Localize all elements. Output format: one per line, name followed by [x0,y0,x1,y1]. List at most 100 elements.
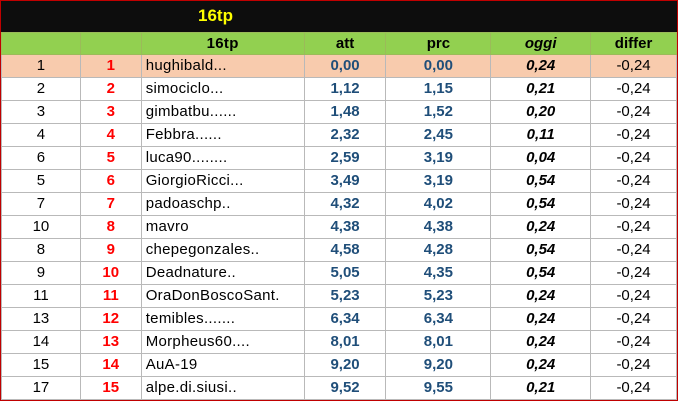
differ-cell[interactable]: -0,24 [590,192,677,216]
att-cell[interactable]: 5,05 [303,261,387,285]
column-header[interactable]: att [303,32,387,55]
prc-cell[interactable]: 0,00 [385,54,492,78]
player-name-cell[interactable]: simociclo... [140,77,305,101]
prev-rank-cell[interactable]: 2 [1,77,81,101]
differ-cell[interactable]: -0,24 [590,238,677,262]
oggi-cell[interactable]: 0,24 [490,330,592,354]
prc-cell[interactable]: 5,23 [385,284,492,308]
differ-cell[interactable]: -0,24 [590,284,677,308]
player-name-cell[interactable]: AuA-19 [140,353,305,377]
player-name-cell[interactable]: chepegonzales.. [140,238,305,262]
differ-cell[interactable]: -0,24 [590,169,677,193]
player-name-cell[interactable]: GiorgioRicci... [140,169,305,193]
prev-rank-cell[interactable]: 15 [1,353,81,377]
prc-cell[interactable]: 3,19 [385,146,492,170]
differ-cell[interactable]: -0,24 [590,330,677,354]
differ-cell[interactable]: -0,24 [590,307,677,331]
oggi-cell[interactable]: 0,11 [490,123,592,147]
att-cell[interactable]: 1,48 [303,100,387,124]
oggi-cell[interactable]: 0,20 [490,100,592,124]
column-header[interactable]: oggi [490,32,592,55]
oggi-cell[interactable]: 0,24 [490,353,592,377]
rank-cell[interactable]: 8 [79,215,142,239]
prev-rank-cell[interactable]: 3 [1,100,81,124]
prev-rank-cell[interactable]: 9 [1,261,81,285]
prev-rank-cell[interactable]: 10 [1,215,81,239]
prc-cell[interactable]: 1,15 [385,77,492,101]
oggi-cell[interactable]: 0,24 [490,215,592,239]
prev-rank-cell[interactable]: 4 [1,123,81,147]
player-name-cell[interactable]: temibles....... [140,307,305,331]
att-cell[interactable]: 3,49 [303,169,387,193]
player-name-cell[interactable]: alpe.di.siusi.. [140,376,305,400]
player-name-cell[interactable]: Febbra...... [140,123,305,147]
rank-cell[interactable]: 10 [79,261,142,285]
column-header[interactable]: 16tp [140,32,305,55]
rank-cell[interactable]: 7 [79,192,142,216]
differ-cell[interactable]: -0,24 [590,77,677,101]
att-cell[interactable]: 9,52 [303,376,387,400]
prev-rank-cell[interactable]: 1 [1,54,81,78]
prc-cell[interactable]: 9,20 [385,353,492,377]
differ-cell[interactable]: -0,24 [590,215,677,239]
prev-rank-cell[interactable]: 14 [1,330,81,354]
att-cell[interactable]: 6,34 [303,307,387,331]
rank-cell[interactable]: 14 [79,353,142,377]
column-header[interactable]: differ [590,32,677,55]
oggi-cell[interactable]: 0,54 [490,238,592,262]
player-name-cell[interactable]: hughibald... [140,54,305,78]
rank-cell[interactable]: 3 [79,100,142,124]
att-cell[interactable]: 0,00 [303,54,387,78]
rank-cell[interactable]: 13 [79,330,142,354]
prev-rank-cell[interactable]: 6 [1,146,81,170]
differ-cell[interactable]: -0,24 [590,376,677,400]
att-cell[interactable]: 1,12 [303,77,387,101]
prc-cell[interactable]: 3,19 [385,169,492,193]
player-name-cell[interactable]: padoaschp.. [140,192,305,216]
player-name-cell[interactable]: OraDonBoscoSant. [140,284,305,308]
column-header[interactable] [79,32,142,55]
player-name-cell[interactable]: gimbatbu...... [140,100,305,124]
player-name-cell[interactable]: mavro [140,215,305,239]
rank-cell[interactable]: 6 [79,169,142,193]
prc-cell[interactable]: 1,52 [385,100,492,124]
rank-cell[interactable]: 2 [79,77,142,101]
rank-cell[interactable]: 15 [79,376,142,400]
prc-cell[interactable]: 2,45 [385,123,492,147]
player-name-cell[interactable]: luca90........ [140,146,305,170]
att-cell[interactable]: 9,20 [303,353,387,377]
prc-cell[interactable]: 4,38 [385,215,492,239]
differ-cell[interactable]: -0,24 [590,261,677,285]
rank-cell[interactable]: 5 [79,146,142,170]
oggi-cell[interactable]: 0,54 [490,261,592,285]
att-cell[interactable]: 5,23 [303,284,387,308]
att-cell[interactable]: 4,38 [303,215,387,239]
differ-cell[interactable]: -0,24 [590,54,677,78]
rank-cell[interactable]: 9 [79,238,142,262]
rank-cell[interactable]: 12 [79,307,142,331]
rank-cell[interactable]: 4 [79,123,142,147]
prev-rank-cell[interactable]: 17 [1,376,81,400]
oggi-cell[interactable]: 0,54 [490,192,592,216]
player-name-cell[interactable]: Deadnature.. [140,261,305,285]
prev-rank-cell[interactable]: 11 [1,284,81,308]
oggi-cell[interactable]: 0,21 [490,376,592,400]
prc-cell[interactable]: 6,34 [385,307,492,331]
differ-cell[interactable]: -0,24 [590,353,677,377]
att-cell[interactable]: 4,32 [303,192,387,216]
prc-cell[interactable]: 9,55 [385,376,492,400]
prev-rank-cell[interactable]: 13 [1,307,81,331]
prev-rank-cell[interactable]: 8 [1,238,81,262]
differ-cell[interactable]: -0,24 [590,146,677,170]
player-name-cell[interactable]: Morpheus60.... [140,330,305,354]
prev-rank-cell[interactable]: 7 [1,192,81,216]
att-cell[interactable]: 8,01 [303,330,387,354]
att-cell[interactable]: 4,58 [303,238,387,262]
att-cell[interactable]: 2,59 [303,146,387,170]
column-header[interactable] [1,32,81,55]
oggi-cell[interactable]: 0,04 [490,146,592,170]
oggi-cell[interactable]: 0,24 [490,54,592,78]
column-header[interactable]: prc [385,32,492,55]
prev-rank-cell[interactable]: 5 [1,169,81,193]
differ-cell[interactable]: -0,24 [590,123,677,147]
